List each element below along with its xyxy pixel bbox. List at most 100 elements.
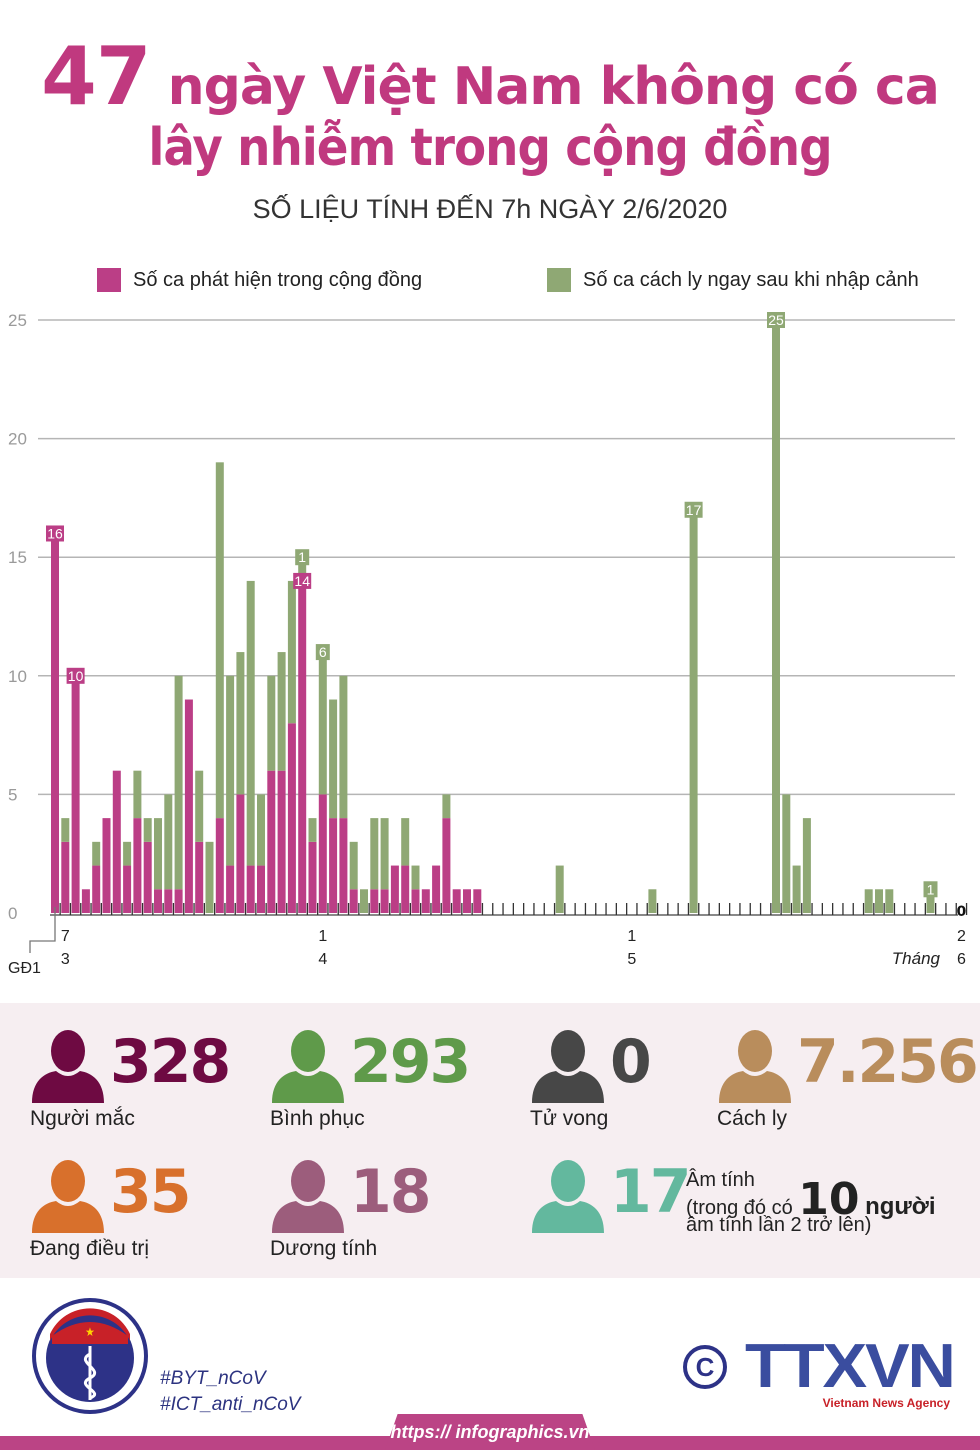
- data-label: 6: [319, 644, 327, 660]
- legend-community: Số ca phát hiện trong cộng đồng: [97, 268, 422, 292]
- data-label-bg: [46, 525, 64, 542]
- bar-community-19/3: [184, 699, 193, 913]
- stat-negative: 17: [528, 1157, 691, 1235]
- note-highlight: 10: [798, 1174, 860, 1225]
- bar-community-10/4: [411, 889, 420, 913]
- bar-community-13/4: [442, 818, 451, 913]
- person-icon: [32, 1160, 104, 1233]
- x-tick-label-day: 2: [957, 928, 966, 945]
- bar-imported-15/5: [772, 320, 780, 913]
- bar-community-1/4: [318, 794, 327, 913]
- data-label-bg: [293, 572, 312, 589]
- bar-community-23/3: [226, 865, 235, 913]
- stat-label: Tử vong: [530, 1107, 609, 1130]
- bar-community-8/4: [390, 865, 399, 913]
- end-value-label: 0: [957, 904, 967, 920]
- data-label: 14: [294, 573, 310, 589]
- bar-community-29/3: [287, 723, 296, 913]
- stat-treating: 35: [28, 1159, 191, 1235]
- note-text: (trong đó có: [686, 1197, 793, 1219]
- y-tick-label: 5: [8, 785, 17, 804]
- x-tick-label-month: 3: [61, 951, 70, 968]
- stat-label: Cách ly: [717, 1107, 788, 1130]
- bar-imported-18/3: [174, 675, 183, 890]
- bar-community-8/3: [71, 675, 80, 913]
- bar-community-13/3: [123, 865, 132, 913]
- bar-imported-25/3: [246, 580, 255, 866]
- note-text: âm tính lần 2 trở lên): [686, 1214, 872, 1236]
- data-label-bg: [767, 312, 785, 328]
- stat-positive: 18: [268, 1159, 431, 1235]
- bar-imported-3/4: [339, 675, 348, 819]
- title-number: 47: [41, 30, 151, 123]
- bar-community-11/4: [421, 889, 430, 913]
- bar-imported-7/5: [689, 509, 698, 913]
- phase-bracket: [29, 907, 56, 953]
- bar-community-26/3: [257, 865, 265, 913]
- bar-community-12/3: [112, 770, 121, 913]
- bar-community-12/4: [432, 865, 441, 913]
- bar-community-14/4: [452, 889, 461, 913]
- ministry-logo: ★: [30, 1296, 150, 1416]
- stat-value: 17: [610, 1157, 691, 1227]
- bar-imported-29/3: [287, 580, 296, 724]
- x-tick-label-month: 5: [627, 951, 636, 968]
- bar-community-2/4: [329, 818, 338, 913]
- page-title-line2: lây nhiễm trong cộng đồng: [148, 118, 832, 178]
- bar-imported-30/5: [926, 889, 935, 913]
- x-tick-label-month: 4: [318, 951, 327, 968]
- ttxvn-logo: TTXVN Vietnam News Agency: [745, 1336, 956, 1411]
- stats-panel: 328 Người mắc 293 Bình phục 0 Tử vong 7.256 Các…: [0, 1003, 980, 1278]
- bar-imported-20/3: [195, 770, 204, 842]
- bar-community-16/4: [473, 889, 482, 913]
- data-label: 25: [768, 312, 784, 328]
- bar-imported-1/4: [318, 652, 327, 795]
- bar-community-6/3: [51, 533, 59, 913]
- bar-community-16/3: [154, 889, 162, 913]
- person-icon: [272, 1030, 344, 1103]
- bar-imported-21/3: [205, 841, 214, 913]
- person-icon: [532, 1030, 604, 1103]
- bar-imported-24/4: [555, 865, 564, 913]
- data-label: 1: [927, 881, 935, 897]
- bar-imported-26/3: [257, 794, 265, 866]
- bar-community-4/4: [349, 889, 358, 913]
- bar-community-15/4: [463, 889, 471, 913]
- legend-imported: Số ca cách ly ngay sau khi nhập cảnh: [547, 268, 919, 292]
- bar-imported-26/5: [885, 889, 894, 913]
- y-tick-label: 15: [8, 548, 27, 567]
- bar-imported-10/3: [92, 841, 101, 866]
- x-axis-label: Tháng: [892, 949, 941, 968]
- bar-imported-17/5: [792, 865, 801, 913]
- bar-imported-30/3: [298, 557, 307, 581]
- bar-imported-2/4: [329, 699, 338, 819]
- hashtag-byt: #BYT_nCoV: [160, 1368, 266, 1389]
- title-text: ngày Việt Nam không có ca: [167, 57, 940, 117]
- stat-value: 328: [110, 1027, 231, 1097]
- y-tick-label: 0: [8, 904, 17, 923]
- bar-imported-23/3: [226, 675, 235, 866]
- data-label: 10: [68, 668, 84, 684]
- bar-community-25/3: [246, 865, 255, 913]
- y-tick-label: 10: [8, 667, 27, 686]
- stat-label: Người mắc: [30, 1107, 135, 1130]
- x-tick-label-day: 7: [61, 928, 70, 945]
- bar-community-30/3: [298, 580, 307, 913]
- bar-imported-7/3: [61, 818, 70, 842]
- person-icon: [32, 1030, 104, 1103]
- bar-imported-14/3: [133, 770, 142, 819]
- person-icon: [272, 1160, 344, 1233]
- data-label-bg: [66, 667, 85, 684]
- bar-community-10/3: [92, 865, 101, 913]
- y-tick-label: 20: [8, 430, 27, 449]
- bar-imported-25/5: [875, 889, 883, 913]
- website-link[interactable]: https:// infographics.vn: [385, 1414, 595, 1450]
- bar-community-31/3: [308, 841, 317, 913]
- legend-label: Số ca phát hiện trong cộng đồng: [133, 268, 423, 291]
- bar-imported-13/4: [442, 794, 451, 819]
- note-text: người: [865, 1193, 936, 1220]
- bar-imported-24/3: [236, 652, 245, 795]
- bar-imported-28/3: [277, 652, 286, 771]
- bar-imported-4/4: [349, 841, 358, 890]
